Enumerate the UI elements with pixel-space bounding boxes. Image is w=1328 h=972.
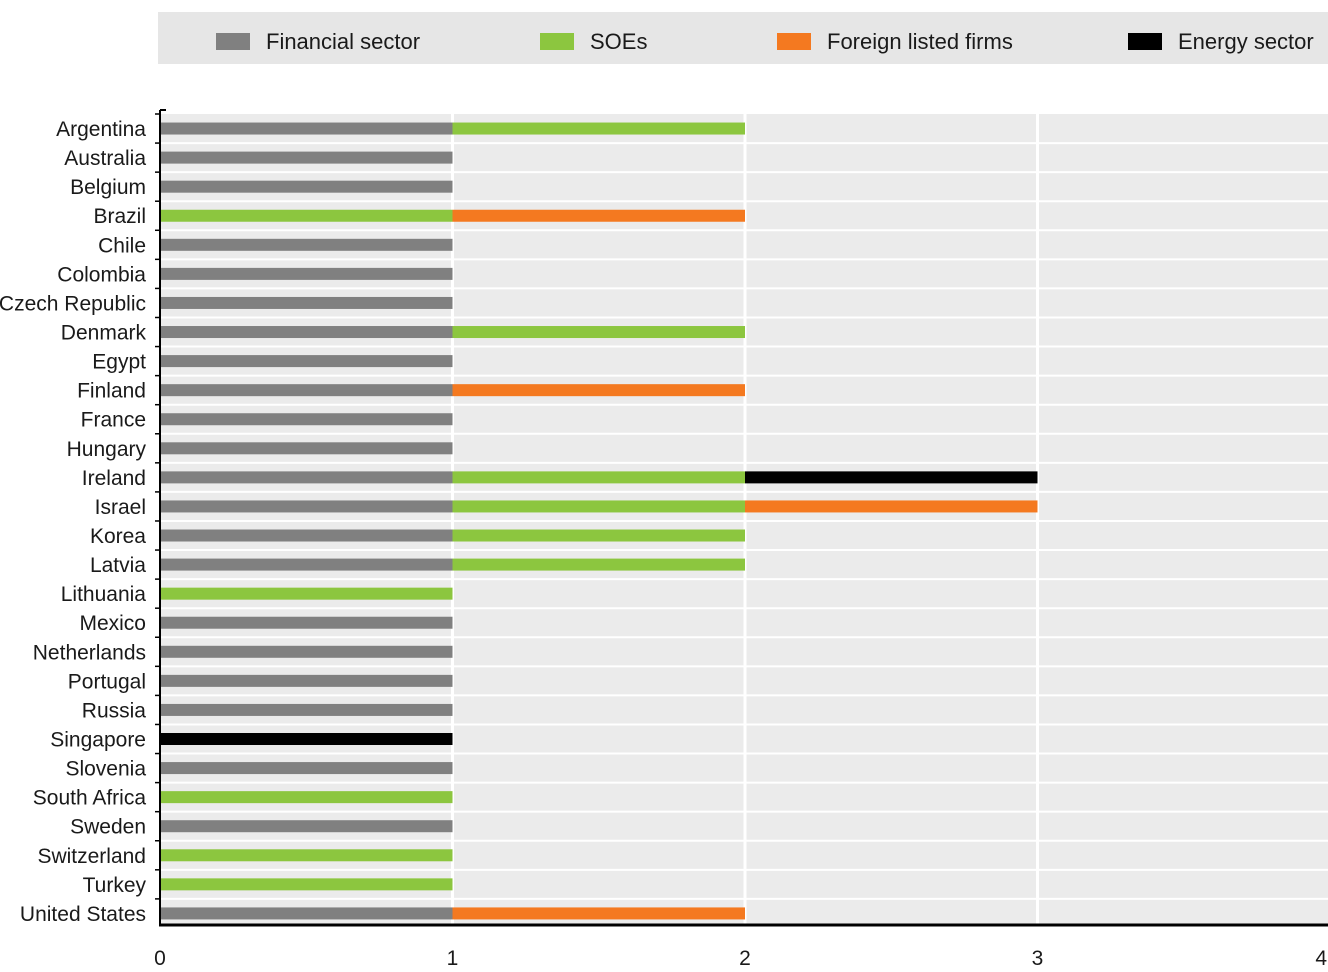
bar-portugal-financial-sector bbox=[160, 674, 453, 687]
x-tick-label-0: 0 bbox=[154, 947, 166, 967]
bar-finland-foreign-listed-firms bbox=[452, 384, 745, 397]
axes bbox=[155, 109, 1328, 927]
legend-swatch-financial-sector bbox=[216, 33, 250, 50]
bar-lithuania-soes bbox=[160, 587, 453, 600]
category-label-hungary: Hungary bbox=[67, 438, 147, 461]
category-label-united-states: United States bbox=[20, 903, 146, 926]
bar-hungary-financial-sector bbox=[160, 442, 453, 455]
x-tick-label-1: 1 bbox=[447, 947, 459, 967]
bar-israel-financial-sector bbox=[160, 500, 453, 513]
category-label-russia: Russia bbox=[82, 699, 147, 722]
bar-latvia-financial-sector bbox=[160, 558, 453, 571]
legend-label-energy-sector: Energy sector bbox=[1178, 29, 1314, 54]
bar-ireland-soes bbox=[452, 471, 745, 484]
legend-swatch-foreign-listed-firms bbox=[777, 33, 811, 50]
category-label-korea: Korea bbox=[90, 525, 146, 548]
category-label-lithuania: Lithuania bbox=[61, 583, 147, 606]
bar-argentina-financial-sector bbox=[160, 122, 453, 135]
category-label-latvia: Latvia bbox=[90, 554, 146, 577]
category-label-colombia: Colombia bbox=[57, 263, 146, 286]
category-label-czech-republic: Czech Republic bbox=[0, 292, 146, 315]
bar-south-africa-soes bbox=[160, 791, 453, 804]
bar-netherlands-financial-sector bbox=[160, 645, 453, 658]
bar-brazil-soes bbox=[160, 209, 453, 222]
category-label-netherlands: Netherlands bbox=[33, 641, 146, 664]
category-label-ireland: Ireland bbox=[82, 467, 146, 490]
legend-swatch-energy-sector bbox=[1128, 33, 1162, 50]
bar-colombia-financial-sector bbox=[160, 267, 453, 280]
bar-denmark-financial-sector bbox=[160, 326, 453, 339]
bars bbox=[160, 122, 1038, 920]
category-label-portugal: Portugal bbox=[68, 670, 146, 693]
bar-chile-financial-sector bbox=[160, 238, 453, 251]
bar-korea-financial-sector bbox=[160, 529, 453, 542]
legend-label-soes: SOEs bbox=[590, 29, 647, 54]
category-label-singapore: Singapore bbox=[50, 729, 146, 752]
category-labels: Argentina Australia Belgium Brazil Chile Colo… bbox=[0, 118, 146, 926]
x-tick-label-3: 3 bbox=[1032, 947, 1044, 967]
legend-label-financial-sector: Financial sector bbox=[266, 29, 420, 54]
bar-united-states-foreign-listed-firms bbox=[452, 907, 745, 920]
category-label-south-africa: South Africa bbox=[33, 787, 147, 810]
bar-switzerland-soes bbox=[160, 849, 453, 862]
bar-singapore-energy-sector bbox=[160, 733, 453, 746]
x-tick-label-2: 2 bbox=[739, 947, 751, 967]
category-label-chile: Chile bbox=[98, 234, 146, 257]
legend-swatch-soes bbox=[540, 33, 574, 50]
category-label-belgium: Belgium bbox=[70, 176, 146, 199]
bar-israel-soes bbox=[452, 500, 745, 513]
bar-turkey-soes bbox=[160, 878, 453, 891]
x-tick-labels: 0 1 2 3 4 bbox=[154, 947, 1327, 970]
legend: Financial sector SOEs Foreign listed firms… bbox=[216, 29, 1314, 54]
bar-czech-republic-financial-sector bbox=[160, 296, 453, 309]
category-label-finland: Finland bbox=[77, 380, 146, 403]
bar-argentina-soes bbox=[452, 122, 745, 135]
category-label-egypt: Egypt bbox=[92, 351, 146, 374]
bar-finland-financial-sector bbox=[160, 384, 453, 397]
bar-slovenia-financial-sector bbox=[160, 762, 453, 775]
category-label-sweden: Sweden bbox=[70, 816, 146, 839]
bar-russia-financial-sector bbox=[160, 703, 453, 716]
category-label-israel: Israel bbox=[95, 496, 146, 519]
bar-korea-soes bbox=[452, 529, 745, 542]
bar-sweden-financial-sector bbox=[160, 820, 453, 833]
category-label-mexico: Mexico bbox=[79, 612, 146, 635]
category-label-switzerland: Switzerland bbox=[37, 845, 146, 868]
bar-egypt-financial-sector bbox=[160, 355, 453, 368]
gridlines bbox=[160, 114, 1328, 925]
bar-latvia-soes bbox=[452, 558, 745, 571]
bar-mexico-financial-sector bbox=[160, 616, 453, 629]
category-label-denmark: Denmark bbox=[61, 322, 147, 345]
x-tick-label-4: 4 bbox=[1315, 947, 1327, 967]
category-label-france: France bbox=[81, 409, 146, 432]
bar-france-financial-sector bbox=[160, 413, 453, 426]
bar-belgium-financial-sector bbox=[160, 180, 453, 193]
legend-label-foreign-listed-firms: Foreign listed firms bbox=[827, 29, 1013, 54]
bar-israel-foreign-listed-firms bbox=[745, 500, 1038, 513]
bar-australia-financial-sector bbox=[160, 151, 453, 164]
category-label-brazil: Brazil bbox=[93, 205, 146, 228]
category-label-australia: Australia bbox=[64, 147, 146, 170]
bar-brazil-foreign-listed-firms bbox=[452, 209, 745, 222]
category-label-turkey: Turkey bbox=[83, 874, 147, 897]
bar-ireland-energy-sector bbox=[745, 471, 1038, 484]
bar-ireland-financial-sector bbox=[160, 471, 453, 484]
category-label-slovenia: Slovenia bbox=[65, 758, 146, 781]
bar-united-states-financial-sector bbox=[160, 907, 453, 920]
category-label-argentina: Argentina bbox=[56, 118, 146, 141]
bar-denmark-soes bbox=[452, 326, 745, 339]
